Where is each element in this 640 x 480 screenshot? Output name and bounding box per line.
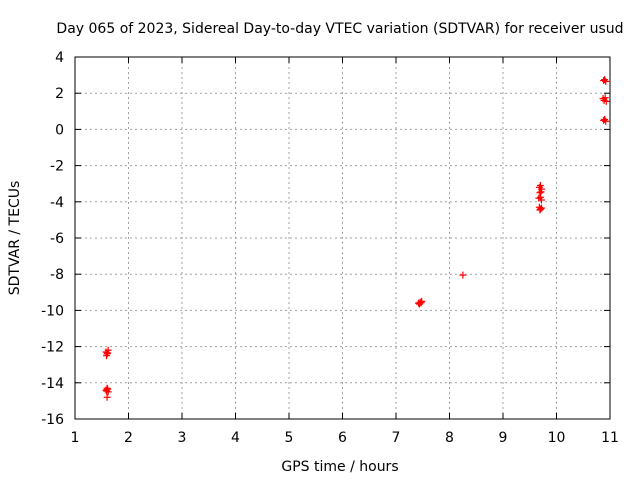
y-tick-label: 0 [55, 122, 64, 138]
y-tick-label: 4 [55, 50, 64, 66]
data-point [416, 300, 424, 308]
chart-title: Day 065 of 2023, Sidereal Day-to-day VTE… [56, 21, 623, 37]
x-tick-label: 1 [71, 430, 80, 446]
y-tick-label: -6 [50, 231, 64, 247]
x-axis-label: GPS time / hours [281, 459, 398, 475]
x-tick-label: 2 [124, 430, 133, 446]
y-tick-label: -14 [41, 376, 64, 392]
data-point [602, 97, 610, 105]
y-tick-label: -2 [50, 159, 64, 175]
plot-frame [74, 56, 611, 420]
x-tick-label: 6 [338, 430, 347, 446]
grid-lines [75, 57, 610, 419]
data-series [102, 76, 610, 401]
data-point [602, 117, 610, 125]
data-point [104, 349, 112, 357]
x-tick-label: 8 [445, 430, 454, 446]
y-tick-label: 2 [55, 86, 64, 102]
data-point [601, 115, 609, 123]
x-tick-label: 7 [392, 430, 401, 446]
y-tick-label: -8 [50, 267, 64, 283]
data-point [601, 94, 609, 102]
x-axis: 1 2 3 4 5 6 7 8 9 10 11 [71, 57, 619, 446]
data-point [602, 77, 610, 85]
y-tick-label: -10 [41, 303, 64, 319]
x-tick-label: 11 [601, 430, 619, 446]
data-point [538, 196, 546, 204]
x-tick-label: 5 [285, 430, 294, 446]
x-tick-label: 10 [548, 430, 566, 446]
data-point [103, 393, 111, 401]
y-axis: -16 -14 -12 -10 -8 -6 -4 -2 0 2 4 [41, 50, 610, 428]
data-point [536, 182, 544, 190]
data-point [104, 385, 112, 393]
data-point [417, 299, 425, 307]
x-tick-label: 4 [231, 430, 240, 446]
data-point [536, 206, 544, 214]
y-tick-label: -4 [50, 195, 64, 211]
data-point [459, 271, 467, 279]
y-axis-label: SDTVAR / TECUs [7, 181, 23, 296]
data-point [601, 76, 609, 84]
x-tick-label: 3 [178, 430, 187, 446]
y-tick-label: -12 [41, 340, 64, 356]
x-tick-label: 9 [499, 430, 508, 446]
y-tick-label: -16 [41, 412, 64, 428]
